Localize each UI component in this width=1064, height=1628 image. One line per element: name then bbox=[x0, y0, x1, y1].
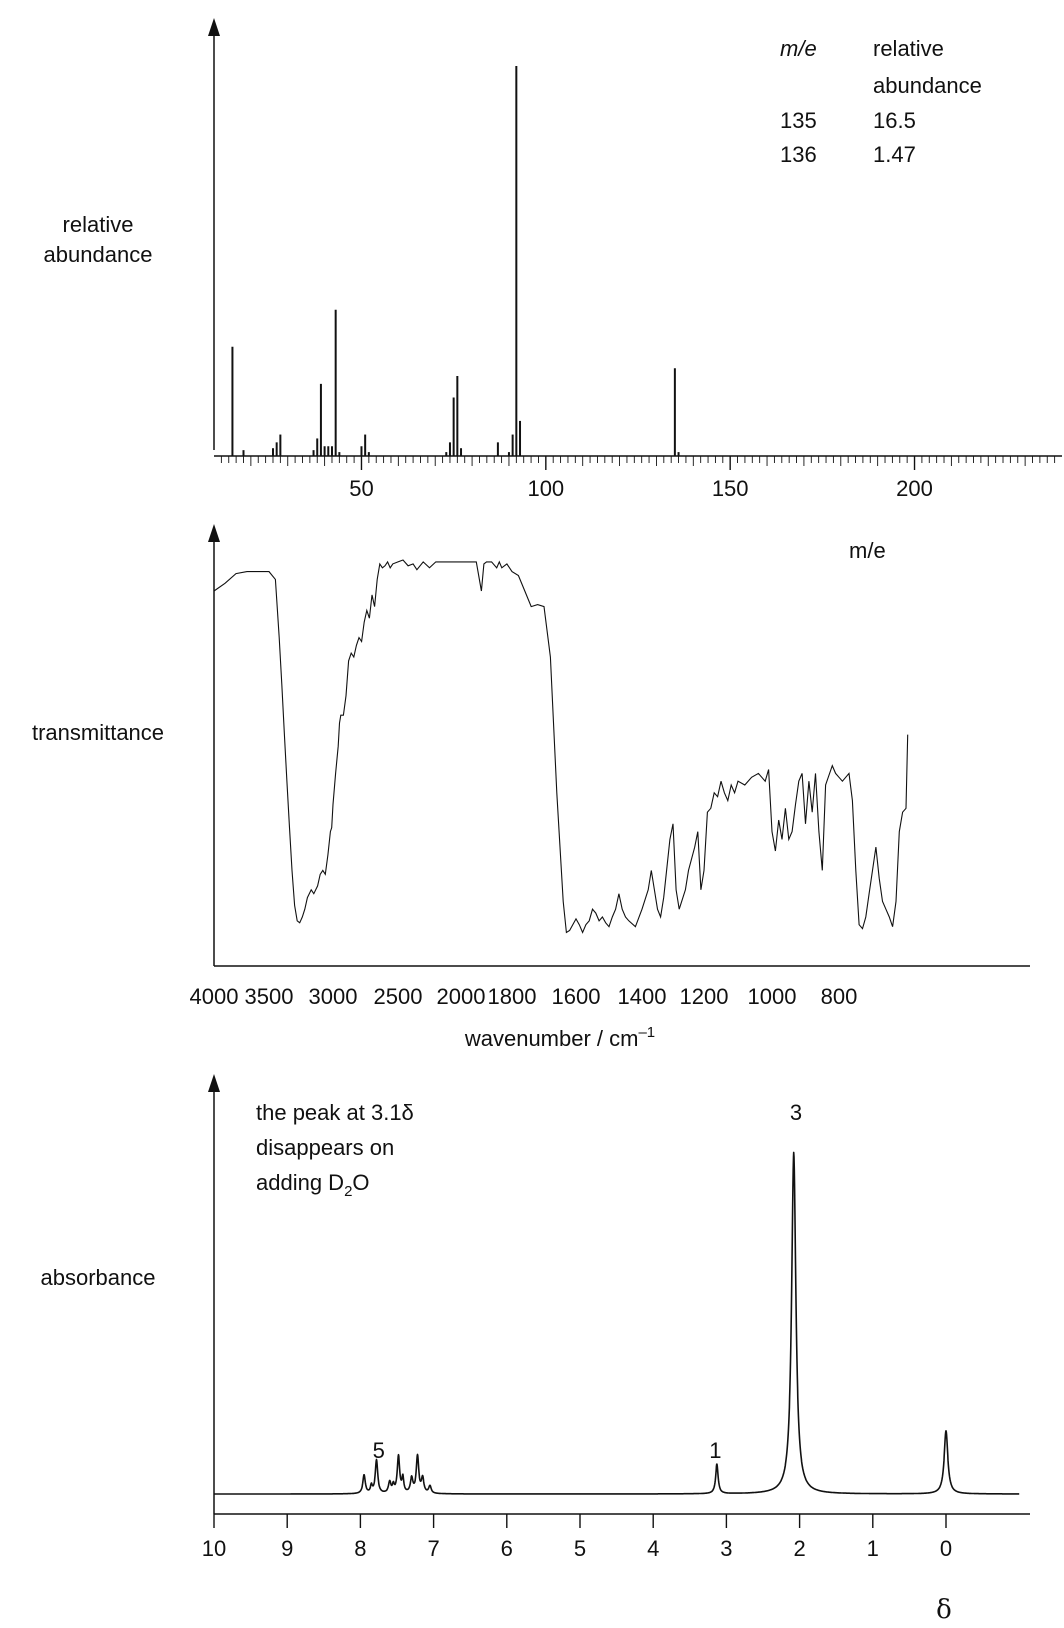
mass-spectrum-tick-label: 200 bbox=[896, 476, 933, 501]
nmr-annotation-line3: adding D2O bbox=[256, 1170, 370, 1200]
inset-row2-abundance: 1.47 bbox=[873, 142, 916, 167]
nmr-annotation-line2: disappears on bbox=[256, 1135, 394, 1160]
nmr-ylabel: absorbance bbox=[41, 1265, 156, 1290]
ir-xlabel-superscript: –1 bbox=[638, 1024, 655, 1041]
nmr-ticks bbox=[213, 1514, 947, 1528]
ir-tick-label: 3000 bbox=[309, 984, 358, 1009]
ir-tick-label: 1800 bbox=[488, 984, 537, 1009]
ir-ylabel: transmittance bbox=[32, 720, 164, 745]
ir-y-axis-arrow bbox=[208, 524, 220, 542]
mass-spectrum-y-axis-arrow bbox=[208, 18, 220, 36]
ir-tick-label: 1000 bbox=[748, 984, 797, 1009]
ir-xlabel: wavenumber / cm–1 bbox=[464, 1024, 655, 1051]
inset-header-me: m/e bbox=[780, 36, 817, 61]
nmr-annotation-line1: the peak at 3.1δ bbox=[256, 1100, 414, 1125]
nmr-annotation-subscript: 2 bbox=[344, 1183, 352, 1200]
nmr-spectrum-chart: 10 9 8 7 6 5 4 3 2 1 0 5 13 absorbance δ the peak a… bbox=[41, 1074, 1030, 1625]
inset-header-abundance-line2: abundance bbox=[873, 73, 982, 98]
ir-tick-label: 1200 bbox=[680, 984, 729, 1009]
nmr-xlabel-delta: δ bbox=[936, 1595, 952, 1625]
mass-spectrum-ylabel-line2: abundance bbox=[44, 242, 153, 267]
nmr-integration-label: 1 bbox=[709, 1438, 721, 1463]
mass-spectrum-minor-ticks bbox=[220, 456, 1056, 470]
nmr-tick-label: 6 bbox=[501, 1536, 513, 1561]
nmr-tick-label: 10 bbox=[202, 1536, 226, 1561]
mass-spectrum-ylabel-line1: relative bbox=[63, 212, 134, 237]
nmr-tick-label: 3 bbox=[720, 1536, 732, 1561]
nmr-integration-labels: 5 1 3 bbox=[373, 1100, 802, 1463]
nmr-annotation: the peak at 3.1δ disappears on adding D2… bbox=[256, 1100, 414, 1200]
ir-transmittance-trace bbox=[213, 559, 909, 934]
mass-spectrum-tick-labels: 50 100 150 200 bbox=[349, 476, 933, 501]
mass-spectrum-xlabel: m/e bbox=[849, 538, 886, 563]
nmr-tick-label: 2 bbox=[793, 1536, 805, 1561]
nmr-tick-label: 9 bbox=[281, 1536, 293, 1561]
mass-spectrum-peaks bbox=[231, 66, 680, 456]
ir-tick-label: 2000 bbox=[437, 984, 486, 1009]
ir-spectrum-chart: 4000 3500 3000 2500 2000 1800 1600 1400 1200 1000… bbox=[32, 524, 1030, 1051]
nmr-annotation-O: O bbox=[352, 1170, 369, 1195]
ir-tick-label: 1600 bbox=[552, 984, 601, 1009]
nmr-annotation-adding: adding D bbox=[256, 1170, 344, 1195]
ir-xlabel-text: wavenumber / cm bbox=[464, 1026, 639, 1051]
nmr-y-axis-arrow bbox=[208, 1074, 220, 1092]
ir-tick-label: 800 bbox=[821, 984, 858, 1009]
nmr-tick-label: 4 bbox=[647, 1536, 659, 1561]
mass-spectrum-tick-label: 100 bbox=[527, 476, 564, 501]
ir-tick-label: 1400 bbox=[618, 984, 667, 1009]
mass-spectrum-tick-label: 50 bbox=[349, 476, 373, 501]
nmr-tick-label: 0 bbox=[940, 1536, 952, 1561]
nmr-integration-label: 3 bbox=[790, 1100, 802, 1125]
inset-row1-abundance: 16.5 bbox=[873, 108, 916, 133]
nmr-tick-label: 8 bbox=[354, 1536, 366, 1561]
inset-header-abundance-line1: relative bbox=[873, 36, 944, 61]
inset-row2-me: 136 bbox=[780, 142, 817, 167]
ir-tick-label: 3500 bbox=[245, 984, 294, 1009]
nmr-integration-label: 5 bbox=[373, 1438, 385, 1463]
nmr-tick-label: 1 bbox=[867, 1536, 879, 1561]
ir-tick-labels: 4000 3500 3000 2500 2000 1800 1600 1400 1200 1000… bbox=[190, 984, 858, 1009]
mass-spectrum-chart: 50 100 150 200 relative abundance m/e m/e r… bbox=[44, 18, 1062, 563]
mass-spectrum-tick-label: 150 bbox=[712, 476, 749, 501]
nmr-absorbance-trace bbox=[213, 1151, 1020, 1495]
ir-tick-label: 2500 bbox=[374, 984, 423, 1009]
ir-tick-label: 4000 bbox=[190, 984, 239, 1009]
inset-row1-me: 135 bbox=[780, 108, 817, 133]
mass-spectrum-inset-table: m/e relative abundance 135 16.5 136 1.47 bbox=[780, 36, 982, 167]
nmr-tick-labels: 10 9 8 7 6 5 4 3 2 1 0 bbox=[202, 1536, 952, 1561]
nmr-tick-label: 7 bbox=[427, 1536, 439, 1561]
nmr-tick-label: 5 bbox=[574, 1536, 586, 1561]
